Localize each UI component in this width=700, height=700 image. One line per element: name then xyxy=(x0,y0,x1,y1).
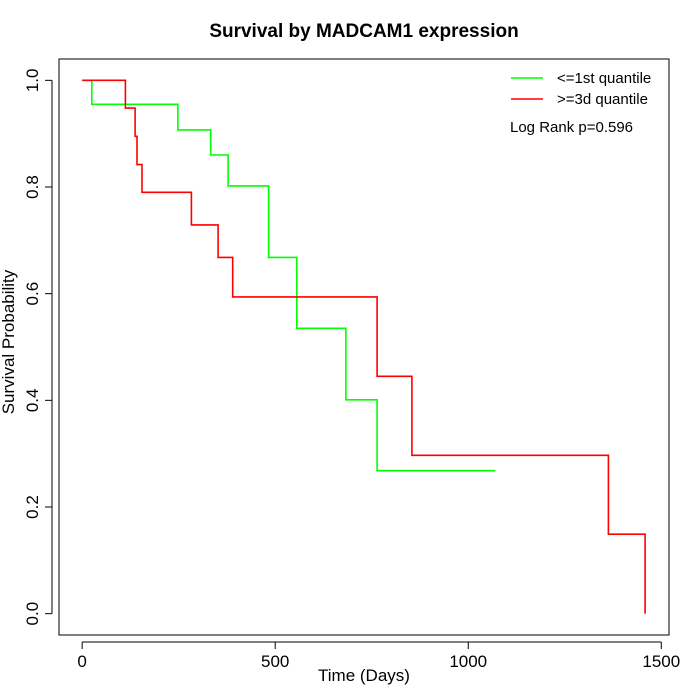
x-tick-label: 1500 xyxy=(642,652,680,671)
log-rank-annotation: Log Rank p=0.596 xyxy=(510,119,633,136)
x-tick-label: 1000 xyxy=(449,652,487,671)
y-tick-label: 0.0 xyxy=(23,602,42,626)
survival-curve xyxy=(82,79,496,472)
y-tick-label: 0.8 xyxy=(23,175,42,199)
survival-curve xyxy=(82,79,646,614)
y-tick-label: 1.0 xyxy=(23,69,42,93)
y-tick-label: 0.2 xyxy=(23,495,42,519)
y-tick-label: 0.4 xyxy=(23,389,42,413)
x-tick-label: 0 xyxy=(77,652,86,671)
chart-title: Survival by MADCAM1 expression xyxy=(209,21,518,42)
legend-label: <=1st quantile xyxy=(557,70,651,87)
x-axis-title: Time (Days) xyxy=(318,666,410,685)
y-tick-label: 0.6 xyxy=(23,282,42,306)
x-axis: 0 500 1000 1500 xyxy=(77,641,680,671)
plot-frame xyxy=(58,58,670,636)
x-tick-label: 500 xyxy=(261,652,289,671)
series-group xyxy=(82,79,646,614)
y-axis-title: Survival Probability xyxy=(0,269,18,414)
y-axis: 0.0 0.2 0.4 0.6 0.8 1.0 xyxy=(23,69,53,626)
legend-label: >=3d quantile xyxy=(557,91,648,108)
legend: <=1st quantile >=3d quantile xyxy=(511,70,651,108)
